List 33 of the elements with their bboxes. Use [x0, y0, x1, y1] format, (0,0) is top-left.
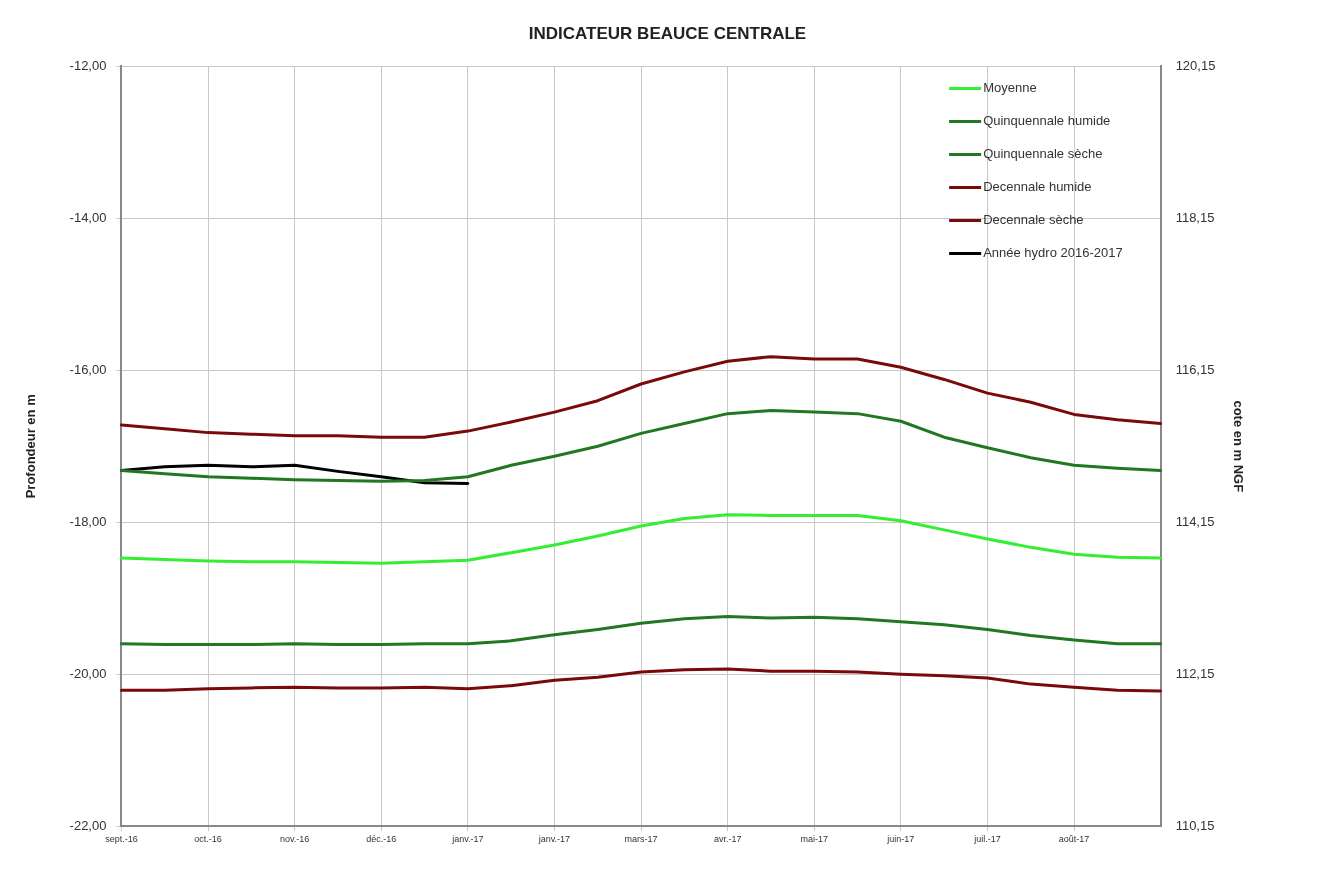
y2-tick-label: 120,15 [1175, 57, 1216, 73]
y2-tick-label: 116,15 [1175, 361, 1215, 377]
legend-label: Decennale sèche [983, 211, 1084, 227]
x-tick-label: sept.-16 [105, 834, 138, 845]
x-tick-label: déc.-16 [366, 834, 397, 845]
x-tick-label: juil.-17 [973, 834, 1001, 845]
y2-tick-label: 118,15 [1175, 209, 1215, 225]
x-tick-label: août-17 [1058, 834, 1090, 845]
legend-label: Decennale humide [983, 178, 1092, 194]
chart-title: INDICATEUR BEAUCE CENTRALE [528, 23, 807, 43]
x-tick-label: avr.-17 [713, 834, 742, 845]
legend-label: Quinquennale sèche [983, 145, 1103, 161]
y2-tick-label: 112,15 [1175, 665, 1215, 681]
y-tick-label: -18,00 [69, 513, 107, 529]
x-tick-label: juin-17 [886, 834, 915, 845]
x-tick-label: mai-17 [800, 834, 828, 845]
legend-label: Quinquennale humide [983, 112, 1111, 128]
y-tick-label: -20,00 [69, 665, 107, 681]
y-axis-title: Profondeur en m [23, 394, 39, 499]
x-tick-label: oct.-16 [194, 834, 222, 845]
y-tick-label: -14,00 [69, 209, 107, 225]
x-tick-label: janv.-17 [537, 834, 571, 845]
y2-tick-label: 114,15 [1175, 513, 1215, 529]
y-tick-label: -16,00 [69, 361, 107, 377]
x-tick-label: mars-17 [624, 834, 658, 845]
y-tick-label: -22,00 [69, 817, 107, 833]
y2-tick-label: 110,15 [1175, 817, 1215, 833]
x-tick-label: janv.-17 [451, 834, 484, 845]
x-tick-label: nov.-16 [279, 834, 310, 845]
legend-label: Moyenne [983, 79, 1037, 95]
legend-label: Année hydro 2016-2017 [983, 244, 1123, 260]
y-tick-label: -12,00 [69, 57, 107, 73]
y2-axis-title: cote en m NGF [1230, 400, 1246, 493]
